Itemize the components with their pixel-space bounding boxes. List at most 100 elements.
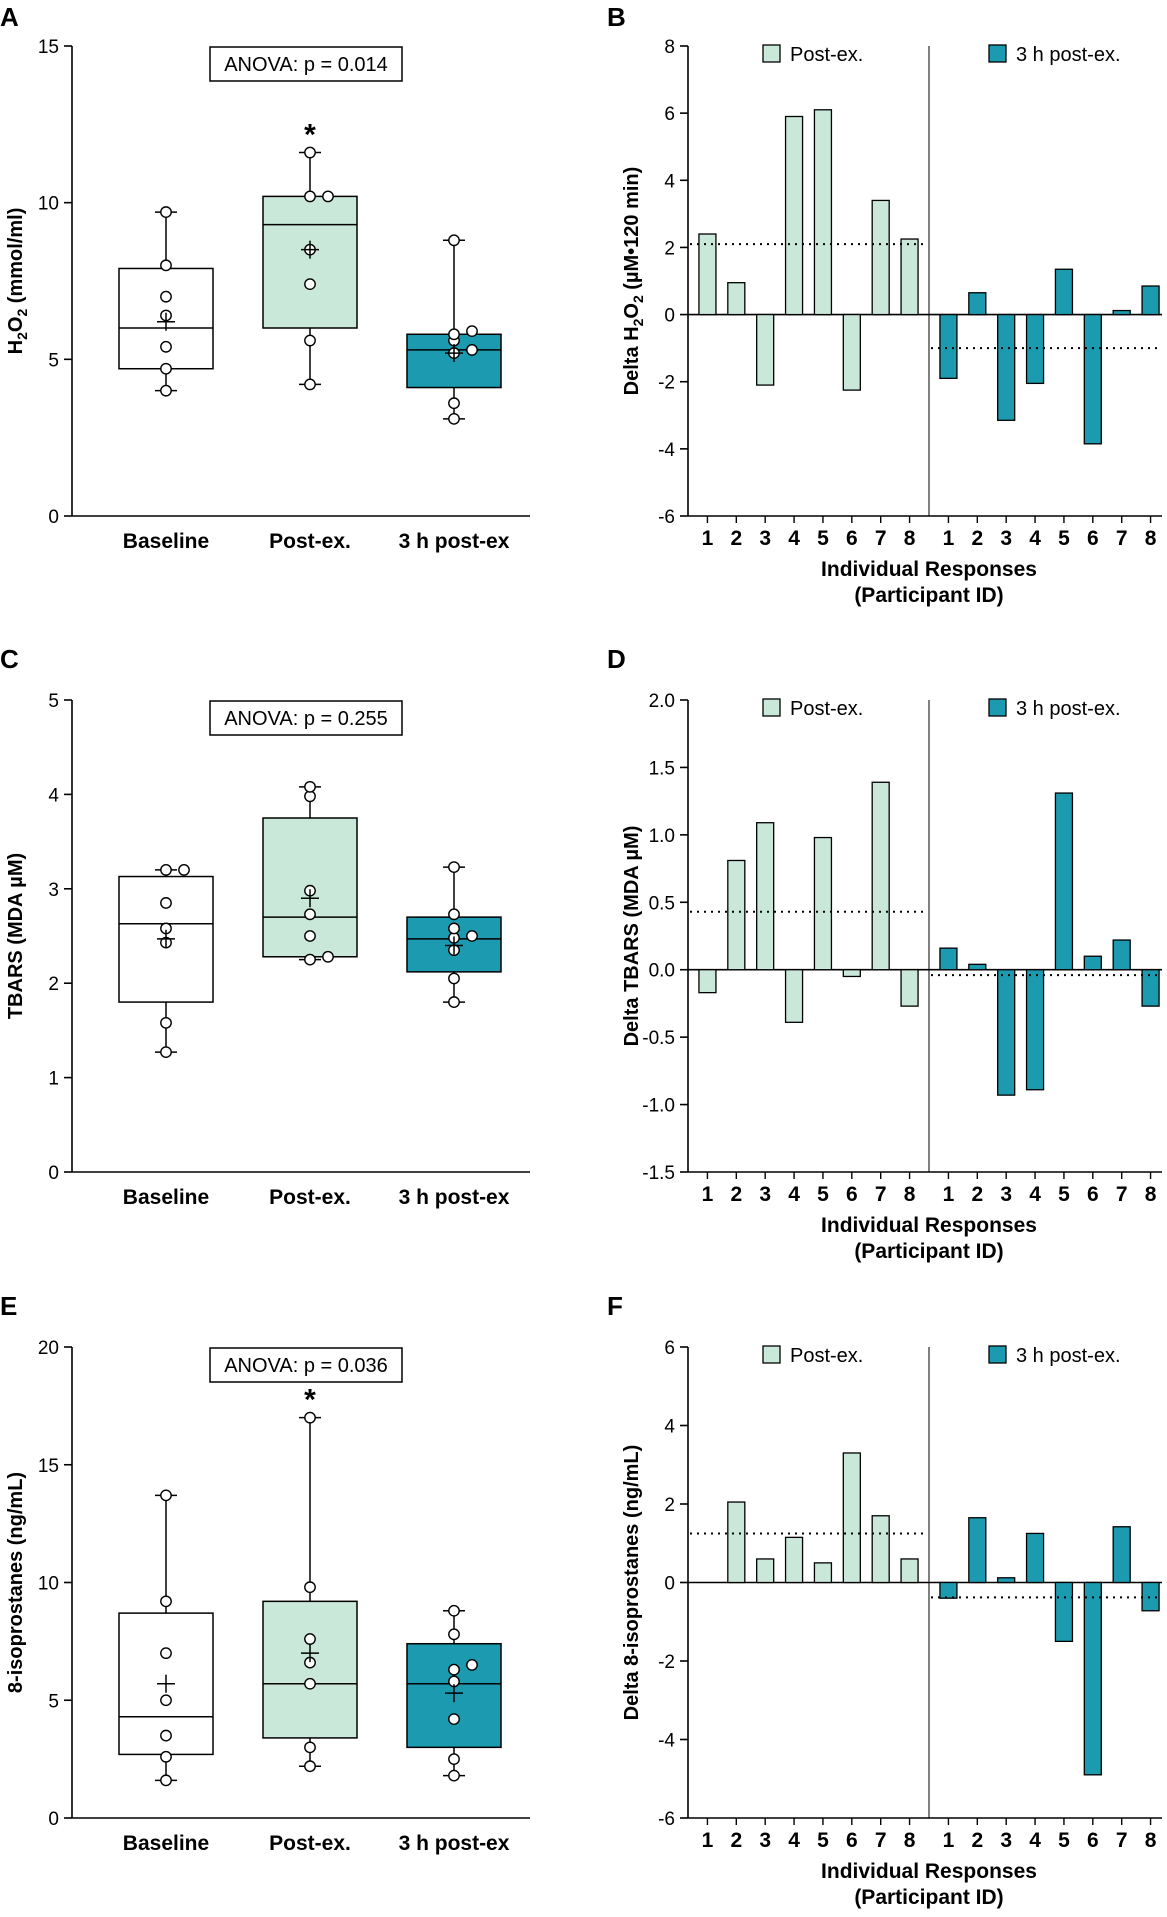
x-tick-label: 2 [730, 1829, 742, 1852]
y-axis-title: Delta 8-isoprostanes (ng/mL) [621, 1445, 643, 1721]
anova-label: ANOVA: p = 0.036 [224, 1355, 388, 1377]
bar [1112, 309, 1131, 316]
x-tick-label: 6 [1087, 527, 1099, 550]
y-axis-title-subscript: 2 [630, 295, 646, 303]
box-1 [118, 206, 214, 397]
bar [968, 963, 987, 971]
bar [871, 199, 890, 316]
x-tick-label: 4 [1029, 1829, 1041, 1852]
data-point [304, 1760, 316, 1773]
bar [727, 859, 746, 971]
bar [842, 313, 861, 391]
data-point [448, 972, 460, 985]
data-point [160, 1647, 172, 1660]
y-axis-title-part: O [5, 317, 27, 333]
x-axis-subtitle: (Participant ID) [854, 1240, 1003, 1263]
y-tick-label: 0 [48, 1163, 59, 1184]
data-point [448, 922, 460, 935]
bar [698, 969, 717, 994]
x-tick-label: 1 [702, 527, 714, 550]
y-tick-label: 4 [664, 1417, 675, 1438]
y-tick-label: -2 [658, 1652, 675, 1673]
x-tick-label: 1 [702, 1183, 714, 1206]
y-tick-label: 2 [48, 974, 59, 995]
bar [1054, 268, 1074, 316]
panel-f: F -6 -4 -2 0 2 4 6 Delta 8-isoprostanes (ng/mL) 1… [607, 1291, 1162, 1909]
panel-d: D -1.5 -1.0 -0.5 0.0 0.5 1.0 1.5 2.0 Delta TBARS … [607, 644, 1162, 1263]
x-tick-label: 1 [943, 1183, 955, 1206]
data-point [160, 206, 172, 218]
series-3h-post-ex: 1 2 3 4 5 6 7 8 3 h post-ex. [931, 44, 1160, 550]
panel-label: F [607, 1291, 623, 1321]
x-category-label: Baseline [123, 530, 209, 553]
x-axis-subtitle: (Participant ID) [854, 584, 1003, 607]
x-category-label: Post-ex. [269, 530, 351, 553]
bar [997, 969, 1016, 1096]
series-post-ex: 1 2 3 4 5 6 7 8 Post-ex. [690, 698, 927, 1206]
box-3 [406, 1604, 502, 1782]
y-axis-title-part: Delta H [621, 326, 643, 395]
data-point [466, 1659, 478, 1671]
y-tick-label: 0.0 [649, 961, 675, 982]
legend-swatch [988, 698, 1007, 717]
x-tick-label: 6 [846, 1183, 858, 1206]
data-point [160, 340, 172, 353]
bar [784, 1536, 804, 1584]
x-tick-label: 7 [1116, 527, 1128, 550]
x-tick-label: 5 [817, 1829, 829, 1852]
bar [1083, 955, 1102, 971]
data-point [160, 864, 172, 876]
x-tick-label: 5 [1058, 527, 1070, 550]
x-tick-label: 2 [730, 1183, 742, 1206]
panel-label: D [607, 644, 626, 674]
y-tick-label: 1.0 [649, 826, 675, 847]
bar [1025, 969, 1045, 1091]
panel-e: E 0 5 10 15 20 8-isoprostanes (ng/mL) Baseline *… [0, 1291, 530, 1855]
bar [784, 969, 804, 1023]
y-axis-title: Delta TBARS (MDA µM) [621, 826, 643, 1047]
bar [842, 1452, 861, 1584]
data-point [304, 780, 316, 793]
bar [1141, 285, 1160, 316]
data-point [160, 1016, 172, 1029]
x-tick-label: 5 [1058, 1829, 1070, 1852]
bar [1112, 939, 1131, 971]
x-tick-label: 4 [788, 527, 800, 550]
data-point [160, 897, 172, 909]
data-point [448, 397, 460, 410]
x-tick-label: 1 [943, 1829, 955, 1852]
box-3 [406, 234, 502, 425]
bar [900, 1558, 919, 1584]
x-tick-label: 2 [971, 1829, 983, 1852]
data-point [448, 328, 460, 341]
bar [698, 233, 717, 316]
anova-box [209, 1347, 403, 1383]
data-point [322, 190, 334, 203]
y-axis-title-subscript: 2 [14, 332, 30, 340]
bar [1112, 1526, 1131, 1584]
data-point [160, 1750, 172, 1763]
y-tick-label: 1 [48, 1069, 59, 1090]
legend-swatch [988, 1345, 1007, 1364]
bar [1054, 792, 1074, 971]
bar [842, 969, 861, 978]
y-tick-label: -6 [658, 507, 675, 528]
x-tick-label: 4 [1029, 1183, 1041, 1206]
data-point [160, 1046, 172, 1059]
data-point [304, 1581, 316, 1594]
y-axis-title: H2O2 (mmol/ml) [5, 208, 30, 355]
legend-swatch [762, 44, 781, 63]
x-tick-label: 5 [817, 1183, 829, 1206]
y-axis-title: TBARS (MDA µM) [5, 853, 27, 1019]
y-tick-label: 2 [664, 1495, 675, 1516]
data-point [178, 864, 190, 876]
data-point [160, 259, 172, 272]
x-axis-title: Individual Responses [821, 1860, 1037, 1883]
bar [939, 313, 958, 380]
data-point [448, 1663, 460, 1676]
anova-box [209, 46, 403, 82]
y-tick-label: 2.0 [649, 691, 675, 712]
x-tick-label: 8 [904, 1183, 916, 1206]
x-category-label: Post-ex. [269, 1186, 351, 1209]
